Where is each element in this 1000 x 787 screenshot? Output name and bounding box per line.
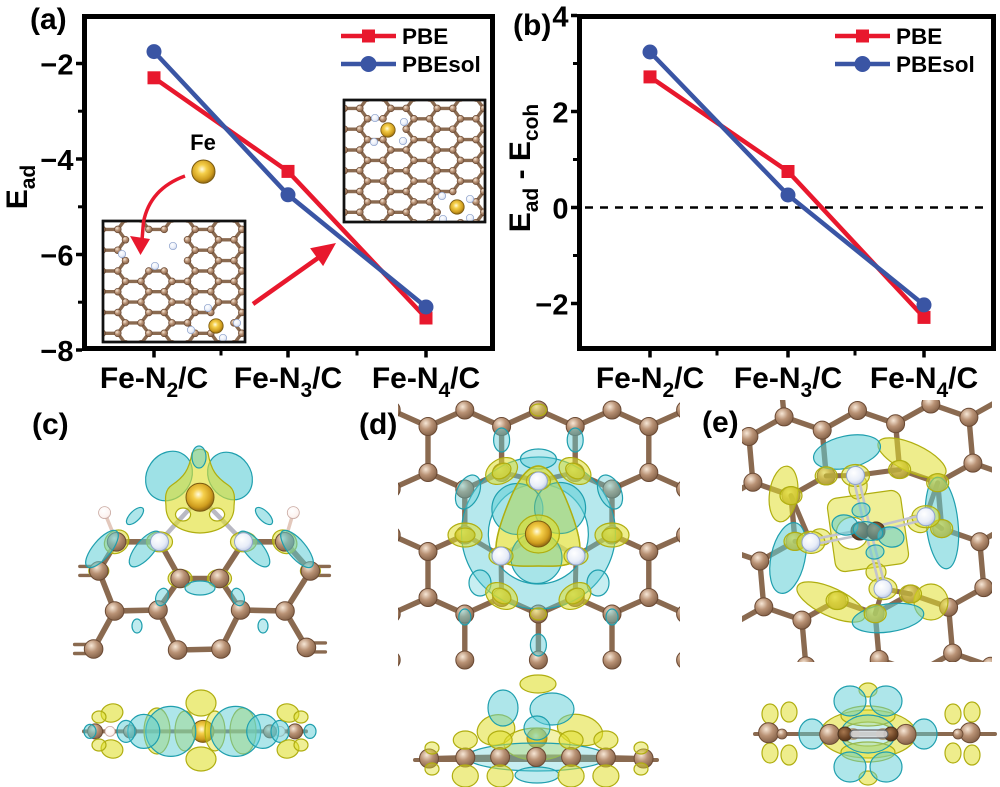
svg-text:PBEsol: PBEsol (896, 52, 975, 77)
svg-text:4: 4 (552, 2, 568, 34)
svg-text:−2: −2 (40, 50, 73, 82)
svg-text:−8: −8 (40, 336, 73, 368)
svg-text:(c): (c) (32, 408, 69, 441)
svg-text:−6: −6 (40, 241, 73, 273)
svg-text:PBEsol: PBEsol (402, 52, 481, 77)
svg-text:PBE: PBE (896, 24, 942, 49)
svg-text:PBE: PBE (402, 24, 448, 49)
svg-text:Fe: Fe (190, 130, 216, 155)
svg-text:(a): (a) (30, 3, 67, 36)
svg-text:2: 2 (552, 98, 568, 130)
svg-text:−4: −4 (40, 145, 73, 177)
svg-text:(d): (d) (359, 408, 397, 441)
svg-text:0: 0 (552, 194, 568, 226)
svg-text:(e): (e) (702, 406, 739, 439)
svg-text:(b): (b) (513, 9, 551, 42)
svg-text:−2: −2 (535, 290, 568, 322)
